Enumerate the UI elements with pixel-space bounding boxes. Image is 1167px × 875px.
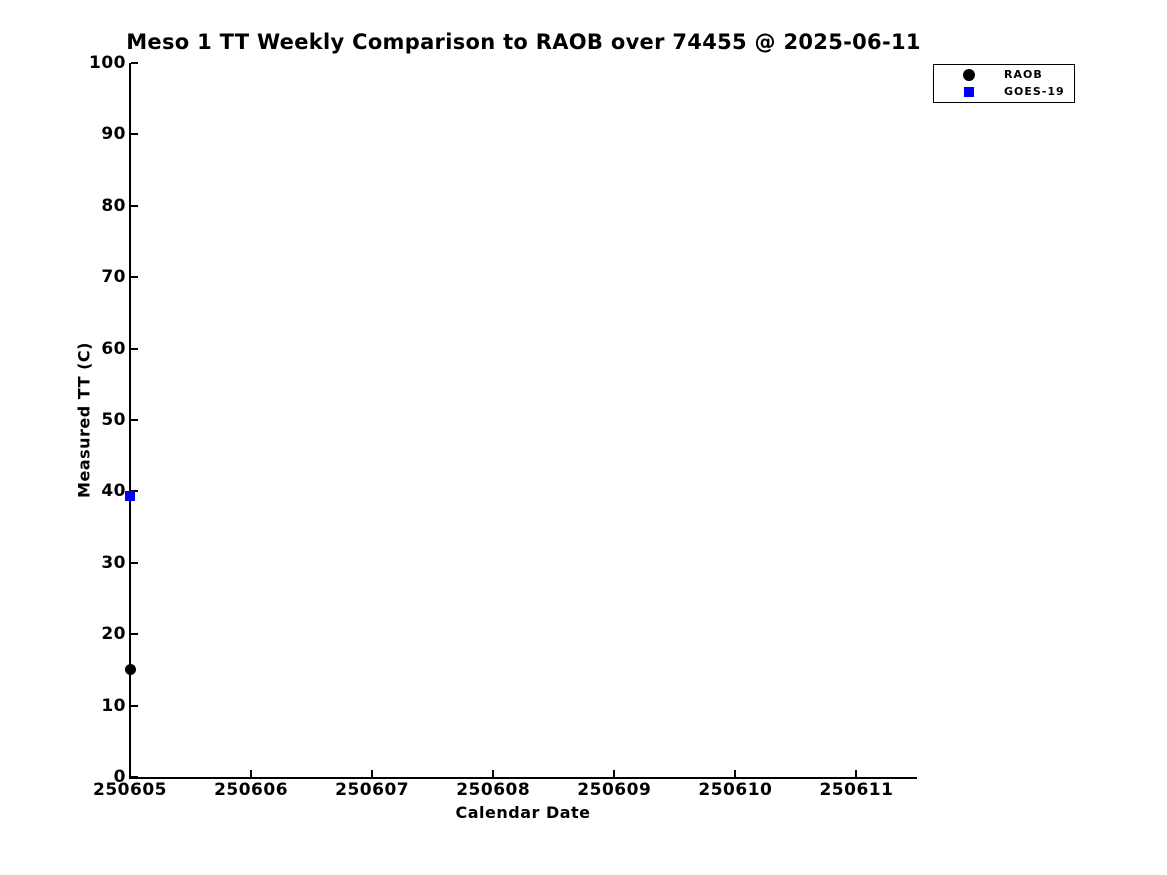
x-tick-label: 250605: [93, 780, 167, 800]
legend: RAOB GOES-19: [933, 64, 1075, 103]
legend-marker-cell: [934, 69, 1004, 81]
x-tick: [734, 770, 737, 777]
y-axis-line: [129, 63, 131, 779]
x-tick: [855, 770, 858, 777]
data-point-raob: [124, 663, 136, 675]
y-tick-label: 50: [101, 410, 126, 430]
data-point-goes-19: [125, 490, 135, 501]
x-tick-label: 250609: [577, 780, 652, 800]
plot-area: [124, 62, 917, 778]
y-tick-label: 70: [101, 267, 126, 288]
legend-label: RAOB: [1004, 68, 1043, 81]
y-tick-label: 10: [101, 695, 126, 716]
y-tick: [131, 419, 138, 421]
y-tick: [131, 62, 138, 64]
y-tick: [131, 561, 138, 564]
x-tick-label: 250606: [214, 780, 289, 800]
x-tick: [371, 770, 374, 777]
y-tick: [131, 133, 138, 136]
y-tick: [131, 633, 138, 636]
goes-19-square-icon: [964, 87, 974, 97]
x-tick: [492, 770, 495, 777]
chart-title: Meso 1 TT Weekly Comparison to RAOB over…: [126, 30, 921, 54]
legend-item-raob: RAOB: [934, 68, 1074, 82]
legend-item-goes-19: GOES-19: [934, 85, 1074, 99]
y-tick-label: 0: [113, 767, 126, 787]
x-tick-label: 250608: [456, 780, 531, 800]
y-tick: [131, 276, 138, 279]
y-tick-label: 60: [101, 338, 126, 359]
y-tick-label: 90: [101, 124, 126, 145]
y-tick: [131, 704, 138, 707]
y-tick: [131, 204, 138, 207]
x-tick-label: 250611: [819, 780, 894, 800]
y-tick: [131, 347, 138, 350]
x-tick: [250, 770, 253, 777]
y-tick-label: 100: [89, 53, 126, 73]
x-tick-label: 250610: [698, 780, 773, 800]
x-axis-label: Calendar Date: [455, 803, 591, 822]
x-tick: [129, 770, 131, 777]
y-tick-label: 20: [101, 624, 126, 645]
x-tick-label: 250607: [335, 780, 410, 800]
y-tick-label: 80: [101, 195, 126, 216]
x-tick: [613, 770, 616, 777]
y-tick-label: 40: [101, 481, 126, 502]
y-tick: [131, 776, 138, 778]
y-tick-label: 30: [101, 552, 126, 573]
x-axis-line: [129, 777, 917, 779]
legend-marker-cell: [934, 87, 1004, 97]
raob-circle-icon: [963, 69, 975, 81]
legend-label: GOES-19: [1004, 85, 1065, 98]
